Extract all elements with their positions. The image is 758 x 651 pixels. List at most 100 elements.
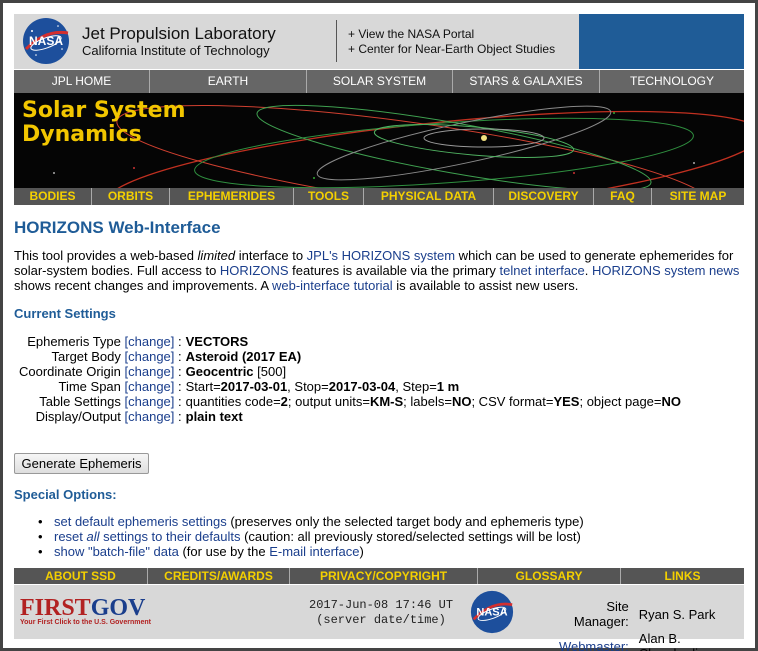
secnav-site-map[interactable]: SITE MAP	[669, 189, 727, 203]
svg-text:NASA: NASA	[476, 607, 507, 619]
horizons-news-link[interactable]: HORIZONS system news	[592, 263, 740, 278]
secnav-orbits[interactable]: ORBITS	[92, 188, 170, 205]
setting-label-text: Table Settings	[39, 394, 121, 409]
current-settings-table: Ephemeris Type [change] : VECTORS Target…	[14, 334, 681, 424]
option-note: (preserves only the selected target body…	[226, 514, 584, 529]
setting-label: Coordinate Origin [change] :	[19, 364, 182, 379]
change-table-settings-link[interactable]: [change]	[124, 394, 175, 409]
secnav-discovery[interactable]: DISCOVERY	[494, 188, 594, 205]
setting-label-text: Ephemeris Type	[27, 334, 121, 349]
section-nav: BODIES ORBITS EPHEMERIDES TOOLS PHYSICAL…	[14, 188, 744, 205]
banner-title: Solar System Dynamics	[22, 99, 186, 147]
telnet-interface-link[interactable]: telnet interface	[499, 263, 585, 278]
show-batch-file-link[interactable]: show "batch-file" data	[54, 544, 179, 559]
generate-ephemeris-button[interactable]: Generate Ephemeris	[14, 453, 149, 474]
header-blue-panel	[579, 14, 744, 69]
site-footer: FIRSTGOV Your First Click to the U.S. Go…	[14, 585, 744, 651]
setting-label: Time Span [change] :	[58, 379, 182, 394]
neo-center-link[interactable]: + Center for Near-Earth Object Studies	[348, 42, 556, 56]
horizons-system-link[interactable]: JPL's HORIZONS system	[306, 248, 456, 263]
setting-row-target-body: Target Body [change] : Asteroid (2017 EA…	[14, 349, 681, 364]
banner-line-2: Dynamics	[22, 122, 142, 147]
option-note: (for use by the	[178, 544, 270, 559]
setting-label: Table Settings [change] :	[39, 394, 182, 409]
top-nav: JPL HOME EARTH SOLAR SYSTEM STARS & GALA…	[14, 70, 744, 93]
coordinate-origin-value: Geocentric	[185, 364, 254, 379]
botnav-credits-awards[interactable]: CREDITS/AWARDS	[148, 568, 290, 584]
intro-text: which can be used to generate ephemeride…	[14, 248, 734, 278]
topnav-solar-system[interactable]: SOLAR SYSTEM	[307, 70, 453, 93]
setting-label: Display/Output [change] :	[35, 409, 182, 424]
server-datetime: 2017-Jun-08 17:46 UT (server date/time)	[309, 598, 453, 628]
coordinate-origin-code: [500]	[257, 364, 287, 379]
firstgov-logo[interactable]: FIRSTGOV Your First Click to the U.S. Go…	[20, 595, 151, 626]
intro-text: .	[584, 263, 593, 278]
setting-label: Target Body [change] :	[51, 349, 182, 364]
site-manager-name: Ryan S. Park	[638, 606, 716, 622]
firstgov-tagline: Your First Click to the U.S. Government	[20, 619, 151, 626]
secnav-tools[interactable]: TOOLS	[294, 188, 364, 205]
list-item: reset all settings to their defaults (ca…	[36, 529, 584, 544]
setting-label: Ephemeris Type [change] :	[27, 334, 182, 349]
setting-label-text: Target Body	[51, 349, 121, 364]
setting-label-text: Coordinate Origin	[19, 364, 121, 379]
orbits-graphic	[53, 104, 744, 188]
setting-row-coordinate-origin: Coordinate Origin [change] : Geocentric …	[14, 364, 681, 379]
change-display-output-link[interactable]: [change]	[124, 409, 175, 424]
webmaster-link[interactable]: Webmaster:	[558, 638, 629, 651]
botnav-privacy-copyright[interactable]: PRIVACY/COPYRIGHT	[290, 568, 478, 584]
topnav-jpl-home[interactable]: JPL HOME	[14, 70, 150, 93]
header-divider	[336, 20, 337, 62]
site-contacts: Site Manager: Ryan S. Park Webmaster: Al…	[548, 597, 744, 651]
ephemeris-type-value: VECTORS	[185, 334, 249, 349]
firstgov-gov-text: GOV	[90, 595, 146, 621]
server-date-label: (server date/time)	[316, 613, 446, 627]
nasa-portal-link[interactable]: + View the NASA Portal	[348, 27, 475, 41]
table-settings-value: quantities code=2; output units=KM-S; la…	[185, 394, 682, 409]
nasa-footer-logo[interactable]: NASA	[470, 590, 514, 634]
secnav-faq[interactable]: FAQ	[594, 188, 652, 205]
change-target-body-link[interactable]: [change]	[124, 349, 175, 364]
option-note: (caution: all previously stored/selected…	[240, 529, 581, 544]
topnav-technology[interactable]: TECHNOLOGY	[629, 74, 714, 88]
set-default-settings-link[interactable]: set default ephemeris settings	[54, 514, 227, 529]
email-interface-link[interactable]: E-mail interface	[269, 544, 360, 559]
firstgov-first-text: FIRST	[20, 595, 91, 621]
webmaster-name: Alan B. Chamberlin	[638, 631, 705, 651]
secnav-physical-data[interactable]: PHYSICAL DATA	[364, 188, 494, 205]
target-body-value: Asteroid (2017 EA)	[185, 349, 302, 364]
topnav-earth[interactable]: EARTH	[150, 70, 307, 93]
ssd-banner: Solar System Dynamics	[14, 93, 744, 188]
intro-text: is available to assist new users.	[392, 278, 579, 293]
intro-text: interface to	[235, 248, 307, 263]
svg-text:NASA: NASA	[29, 34, 63, 48]
setting-row-display-output: Display/Output [change] : plain text	[14, 409, 681, 424]
nasa-logo[interactable]: NASA	[22, 17, 70, 65]
caltech-subtitle[interactable]: California Institute of Technology	[82, 43, 270, 58]
intro-paragraph: This tool provides a web-based limited i…	[14, 248, 744, 293]
secnav-ephemerides[interactable]: EPHEMERIDES	[170, 188, 294, 205]
reset-settings-link[interactable]: reset all settings to their defaults	[54, 529, 241, 544]
list-item: show "batch-file" data (for use by the E…	[36, 544, 584, 559]
botnav-glossary[interactable]: GLOSSARY	[478, 568, 621, 584]
setting-row-ephemeris-type: Ephemeris Type [change] : VECTORS	[14, 334, 681, 349]
topnav-stars-galaxies[interactable]: STARS & GALAXIES	[453, 70, 600, 93]
tutorial-link[interactable]: web-interface tutorial	[271, 278, 393, 293]
header-links: + View the NASA Portal + Center for Near…	[348, 27, 555, 57]
display-output-value: plain text	[185, 409, 243, 424]
setting-label-text: Display/Output	[35, 409, 121, 424]
botnav-about-ssd[interactable]: ABOUT SSD	[14, 568, 148, 584]
jpl-title[interactable]: Jet Propulsion Laboratory	[82, 24, 276, 43]
change-coordinate-origin-link[interactable]: [change]	[124, 364, 175, 379]
intro-text: features is available via the primary	[288, 263, 500, 278]
banner-line-1: Solar System	[22, 98, 186, 123]
page-title: HORIZONS Web-Interface	[14, 218, 221, 237]
horizons-link[interactable]: HORIZONS	[219, 263, 289, 278]
secnav-bodies[interactable]: BODIES	[14, 188, 92, 205]
page: NASA Jet Propulsion Laboratory Californi…	[14, 14, 744, 651]
intro-text: shows recent changes and improvements. A	[14, 278, 272, 293]
change-time-span-link[interactable]: [change]	[124, 379, 175, 394]
bottom-nav: ABOUT SSD CREDITS/AWARDS PRIVACY/COPYRIG…	[14, 568, 744, 584]
change-ephemeris-type-link[interactable]: [change]	[124, 334, 175, 349]
botnav-links[interactable]: LINKS	[664, 569, 701, 583]
